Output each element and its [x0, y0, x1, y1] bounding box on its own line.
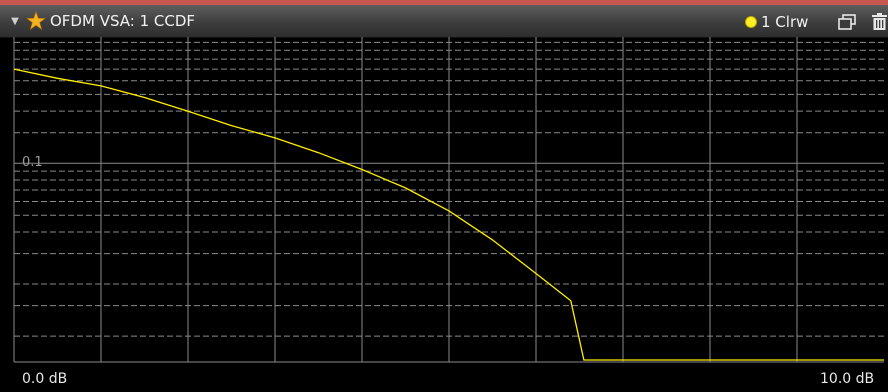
window-title: OFDM VSA: 1 CCDF [50, 12, 196, 30]
dropdown-arrow-icon[interactable]: ▼ [11, 16, 19, 27]
window-restore-icon[interactable] [838, 14, 856, 30]
y-tick-label: 0.1 [22, 155, 43, 171]
plot-grid [13, 37, 884, 363]
trace-indicator[interactable]: 1 Clrw [745, 12, 808, 32]
window-title-bar: ▼ OFDM VSA: 1 CCDF 1 Clrw [0, 5, 888, 38]
ccdf-plot-area[interactable] [0, 37, 888, 392]
x-stop-label: 10.0 dB [820, 371, 875, 387]
yellow-dot-icon [745, 16, 757, 28]
x-start-label: 0.0 dB [22, 371, 68, 387]
window-accent-bar [0, 0, 888, 5]
star-icon [26, 11, 46, 30]
trash-icon[interactable] [871, 13, 888, 31]
trace-label: 1 Clrw [761, 13, 809, 31]
ccdf-trace [13, 68, 884, 361]
